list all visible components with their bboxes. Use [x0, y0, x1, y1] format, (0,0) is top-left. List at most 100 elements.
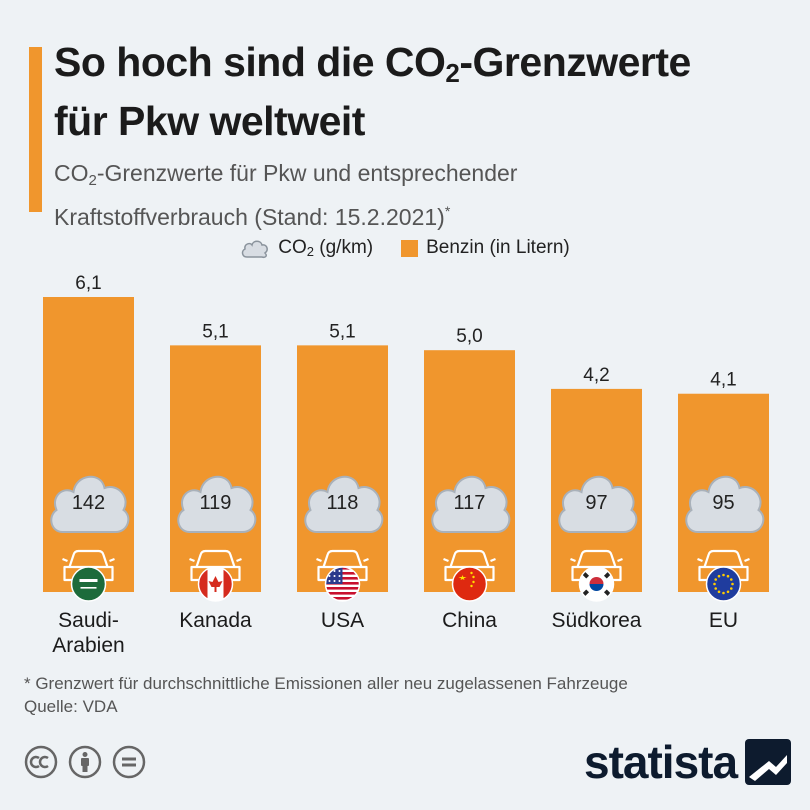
- car-mirror-right: [617, 557, 623, 563]
- car-icon: [62, 549, 115, 582]
- flag-star: [731, 582, 734, 586]
- legend-label-co2: CO2 (g/km): [278, 237, 374, 259]
- flag-field: [71, 567, 106, 601]
- flag-field: [452, 567, 487, 601]
- car-body: [317, 565, 368, 582]
- flag-border: [451, 566, 488, 602]
- page-title: So hoch sind die CO2-Grenzwerte für Pkw …: [54, 39, 691, 144]
- car-roof: [322, 549, 363, 568]
- car-mirror-left: [62, 557, 68, 563]
- car-roof: [449, 549, 490, 568]
- south-korea-flag: [579, 567, 614, 601]
- flag-star: [458, 575, 467, 580]
- flag-small-star: [470, 584, 473, 588]
- flag-star: [333, 575, 336, 577]
- cloud-icon: [242, 240, 269, 258]
- bar-value-label: 5,1: [202, 321, 228, 342]
- category-label: Kanada: [179, 609, 252, 632]
- no-derivatives-icon[interactable]: [112, 745, 146, 779]
- category-label: EU: [709, 609, 738, 632]
- flag-band-left: [198, 567, 208, 601]
- flag-star: [729, 587, 733, 590]
- statista-logo[interactable]: statista: [584, 735, 792, 789]
- bar: [43, 297, 134, 592]
- legend-swatch-benzin: [401, 239, 419, 257]
- flag-star: [713, 582, 716, 586]
- flag-star: [729, 578, 733, 581]
- car-mirror-left: [189, 557, 195, 563]
- bar-group: 6,1 142 Saudi-Arabien: [43, 273, 134, 657]
- flag-star: [338, 570, 341, 572]
- car-roof: [68, 549, 109, 568]
- taegeuk-bottom: [589, 584, 604, 591]
- category-label: USA: [321, 609, 364, 632]
- co2-cloud: [558, 475, 638, 533]
- car-mirror-left: [697, 557, 703, 563]
- source: Quelle: VDA: [24, 697, 118, 716]
- canada-flag: [198, 567, 233, 601]
- car-roof: [576, 549, 617, 568]
- flag-stripe: [325, 592, 360, 595]
- bar: [170, 345, 261, 592]
- car-mirror-right: [744, 557, 750, 563]
- car-body: [63, 565, 114, 582]
- car-roof: [195, 549, 236, 568]
- co2-cloud: [685, 475, 765, 533]
- eu-flag: [706, 567, 741, 601]
- bar-value-label: 4,2: [583, 365, 609, 386]
- legend-item-benzin: Benzin (in Litern): [401, 237, 570, 259]
- car-mirror-right: [236, 557, 242, 563]
- category-label: China: [442, 609, 497, 632]
- co2-cloud: [50, 475, 130, 533]
- flag-star: [328, 580, 331, 582]
- car-icon: [189, 549, 242, 582]
- co2-cloud: [304, 475, 384, 533]
- flag-star: [714, 578, 718, 581]
- car-body: [571, 565, 622, 582]
- co2-cloud: [431, 475, 511, 533]
- flag-border: [70, 566, 107, 602]
- bar-group: 5,1 118 USA: [297, 321, 388, 632]
- license-icons: [24, 745, 156, 779]
- flag-star: [722, 573, 725, 577]
- car-mirror-left: [316, 557, 322, 563]
- car-icon: [443, 549, 496, 582]
- flag-star: [328, 575, 331, 577]
- car-icon: [316, 549, 369, 582]
- flag-border: [197, 566, 234, 602]
- flag-star: [333, 570, 336, 572]
- co2-value-label: 117: [454, 492, 486, 514]
- flag-small-star: [472, 580, 475, 584]
- car-mirror-right: [363, 557, 369, 563]
- attribution-icon[interactable]: [68, 745, 102, 779]
- legend: CO2 (g/km) Benzin (in Litern): [0, 237, 810, 259]
- co2-value-label: 95: [712, 492, 734, 514]
- flag-small-star: [470, 571, 473, 575]
- flag-star: [338, 575, 341, 577]
- flag-star: [722, 591, 725, 595]
- bar-group: 5,0 117 China: [424, 326, 515, 632]
- maple-leaf: [208, 576, 223, 592]
- car-mirror-right: [109, 557, 115, 563]
- flag-stripe: [325, 597, 360, 600]
- bar-group: 5,1 119 Kanada: [170, 321, 261, 632]
- car-icon: [570, 549, 623, 582]
- car-body: [444, 565, 495, 582]
- car-body: [190, 565, 241, 582]
- flag-star: [717, 574, 721, 578]
- flag-star: [714, 587, 718, 590]
- logo-wordmark: statista: [584, 736, 738, 788]
- flag-border: [705, 566, 742, 602]
- category-label: Arabien: [52, 634, 124, 657]
- bar-group: 4,1 95 EU: [678, 370, 769, 632]
- cc-icon[interactable]: [24, 745, 58, 779]
- bar-group: 4,2 97 Südkorea: [551, 365, 642, 632]
- car-mirror-right: [490, 557, 496, 563]
- car-mirror-left: [443, 557, 449, 563]
- legend-item-co2: CO2 (g/km): [240, 237, 373, 259]
- bar-value-label: 5,0: [456, 326, 482, 347]
- bar: [424, 350, 515, 592]
- flag-star: [333, 580, 336, 582]
- bar-value-label: 6,1: [75, 273, 101, 294]
- page-subtitle: CO2-Grenzwerte für Pkw und entsprechende…: [54, 160, 518, 230]
